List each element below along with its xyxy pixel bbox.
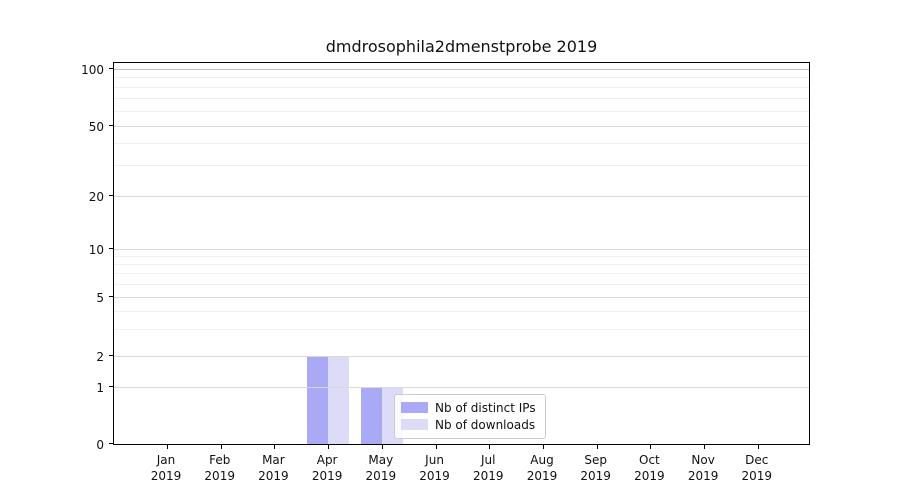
x-tick-year: 2019 <box>311 469 343 483</box>
y-tick-label: 2 <box>96 350 104 364</box>
x-tick <box>274 445 276 449</box>
x-tick-month: Nov <box>691 453 715 467</box>
gridline-y-20 <box>114 195 809 197</box>
x-tick-month: Jun <box>425 453 444 467</box>
y-tick <box>109 386 113 387</box>
x-tick-label: Mar 2019 <box>241 452 305 484</box>
x-tick-label: Jun 2019 <box>403 452 467 484</box>
x-tick-month: Dec <box>745 453 769 467</box>
legend-row: Nb of distinct IPs <box>401 399 536 416</box>
x-tick-label: Nov 2019 <box>671 452 735 484</box>
x-tick-year: 2019 <box>419 469 450 483</box>
gridline-y-30 <box>114 164 809 166</box>
gridline-y-3 <box>114 329 809 331</box>
x-tick <box>435 445 437 449</box>
x-tick <box>704 445 706 449</box>
x-tick <box>757 445 759 449</box>
y-tick <box>109 68 113 69</box>
y-tick <box>109 443 113 444</box>
x-tick-label: Aug 2019 <box>510 452 574 484</box>
y-tick <box>109 355 113 356</box>
x-tick-month: Oct <box>639 453 660 467</box>
gridline-y-9 <box>114 255 809 257</box>
gridline-y-70 <box>114 97 809 99</box>
x-tick-year: 2019 <box>741 469 773 483</box>
legend-row: Nb of downloads <box>401 416 536 433</box>
legend-label: Nb of distinct IPs <box>435 400 536 415</box>
x-tick-year: 2019 <box>204 469 235 483</box>
y-tick <box>109 248 113 249</box>
legend-swatch <box>401 402 428 413</box>
x-tick-month: Apr <box>316 453 338 467</box>
bar-may-series0 <box>360 387 382 444</box>
y-tick-label: 0 <box>96 438 104 452</box>
gridline-y-8 <box>114 263 809 265</box>
gridline-y-60 <box>114 110 809 112</box>
x-tick <box>381 445 383 449</box>
x-tick-month: Mar <box>262 453 285 467</box>
x-tick-year: 2019 <box>687 469 719 483</box>
y-tick-label: 20 <box>88 190 104 204</box>
x-tick-label: Apr 2019 <box>295 452 359 484</box>
x-tick <box>596 445 598 449</box>
x-tick <box>167 445 168 449</box>
x-tick-month: Jan <box>156 453 176 467</box>
gridline-y-90 <box>114 77 809 79</box>
x-tick-month: Feb <box>209 453 231 467</box>
x-tick-month: May <box>368 453 394 467</box>
x-tick <box>328 445 330 449</box>
x-tick-year: 2019 <box>580 469 611 483</box>
x-tick-month: Sep <box>584 453 607 467</box>
gridline-y-6 <box>114 283 809 285</box>
gridline-y-10 <box>114 248 809 250</box>
x-tick-year: 2019 <box>150 469 182 483</box>
x-tick-year: 2019 <box>365 469 397 483</box>
y-axis-labels: 0 1 2 5 10 20 50 100 <box>0 62 104 452</box>
legend-swatch <box>401 419 428 430</box>
x-tick-label: Oct 2019 <box>617 452 681 484</box>
y-tick-label: 50 <box>88 120 104 134</box>
y-tick-label: 1 <box>96 381 104 395</box>
gridline-y-1 <box>114 386 809 388</box>
x-tick-label: Jul 2019 <box>456 452 520 484</box>
x-tick <box>489 445 491 449</box>
x-tick-label: Feb 2019 <box>188 452 252 484</box>
gridline-y-80 <box>114 86 809 88</box>
y-tick <box>109 195 113 196</box>
x-tick-label: Dec 2019 <box>725 452 789 484</box>
x-axis-labels: Jan 2019 Feb 2019 Mar 2019 Apr 2019 May 2019 Jun 20… <box>113 452 810 496</box>
gridline-y-40 <box>114 142 809 144</box>
x-tick-year: 2019 <box>258 469 289 483</box>
legend-label: Nb of downloads <box>435 417 536 432</box>
gridline-y-50 <box>114 125 809 127</box>
x-tick-label: May 2019 <box>349 452 413 484</box>
bar-apr-series1 <box>328 356 350 444</box>
gridline-y-7 <box>114 273 809 275</box>
chart-title: dmdrosophila2dmenstprobe 2019 <box>325 37 598 56</box>
x-tick-month: Aug <box>530 453 554 467</box>
y-tick-label: 5 <box>96 291 104 305</box>
x-tick-label: Jan 2019 <box>134 452 198 484</box>
y-tick <box>109 125 113 126</box>
y-tick <box>109 296 113 297</box>
y-tick-label: 100 <box>81 63 104 77</box>
x-tick <box>542 445 544 449</box>
x-tick <box>650 445 652 449</box>
gridline-y-4 <box>114 310 809 312</box>
x-tick-year: 2019 <box>634 469 665 483</box>
x-tick-year: 2019 <box>472 469 504 483</box>
x-tick <box>220 445 222 449</box>
gridline-y-100 <box>114 68 809 70</box>
gridline-y-2 <box>114 355 809 357</box>
gridline-y-5 <box>114 296 809 298</box>
legend: Nb of distinct IPs Nb of downloads <box>394 394 546 439</box>
x-tick-label: Sep 2019 <box>564 452 628 484</box>
x-tick-year: 2019 <box>526 469 558 483</box>
y-tick-label: 10 <box>88 243 104 257</box>
plot-area: Nb of distinct IPs Nb of downloads <box>109 62 810 449</box>
bar-apr-series0 <box>307 356 329 444</box>
x-tick-month: Jul <box>481 453 496 467</box>
